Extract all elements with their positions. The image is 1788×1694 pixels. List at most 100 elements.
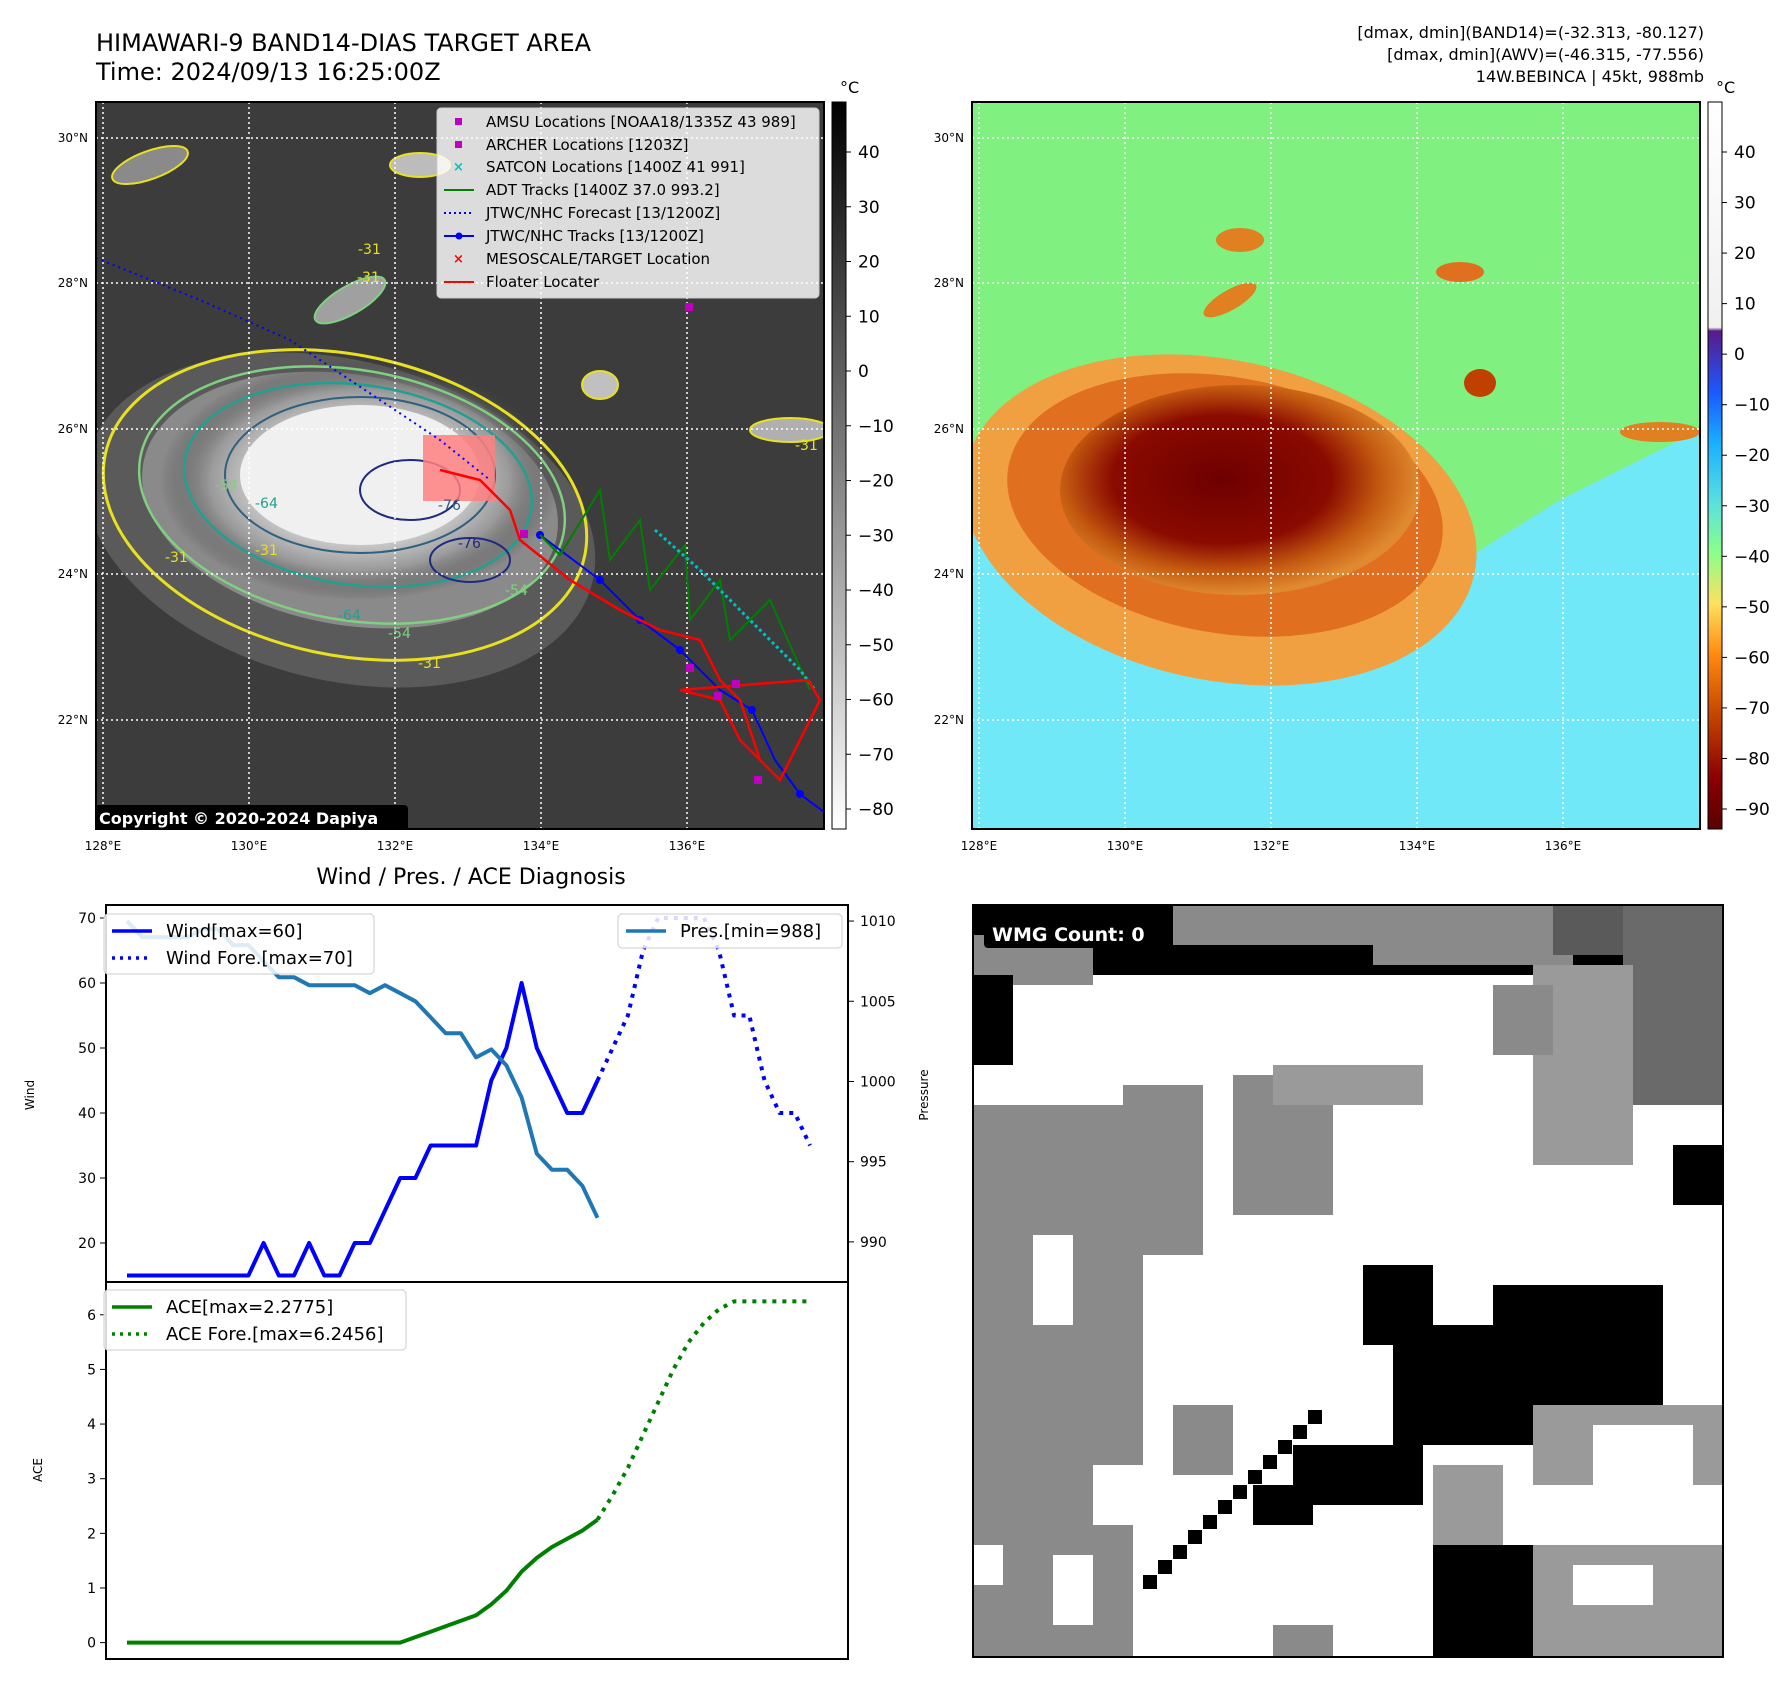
- jtwc-forecast-line: [96, 257, 491, 481]
- legend-label: ARCHER Locations [1203Z]: [486, 136, 689, 154]
- colorbar-tick-label: 0: [858, 362, 869, 382]
- y-tick-label: 60: [78, 976, 96, 992]
- wmg-block: [1173, 905, 1373, 945]
- lat-label: 24°N: [58, 567, 88, 581]
- colorbar-tick-label: 10: [1734, 295, 1756, 315]
- y-tick-label: 1010: [860, 914, 896, 930]
- lon-label: 132°E: [377, 839, 414, 853]
- colorbar-tick-label: −30: [1734, 497, 1770, 517]
- contour-label: -31: [795, 438, 818, 454]
- lat-label: 22°N: [934, 713, 964, 727]
- wmg-frame: [972, 904, 1724, 1658]
- awv-colorbar: °C 40 30 20 10 0 −10 −20 −30 −40 −50 −60 −70 −80 −90: [1707, 78, 1770, 830]
- legend-label: SATCON Locations [1400Z 41 991]: [486, 158, 745, 176]
- colorbar-tick-label: −70: [858, 745, 894, 765]
- legend-label: ADT Tracks [1400Z 37.0 993.2]: [486, 181, 720, 199]
- series-line: [127, 1518, 599, 1645]
- wmg-block: [1218, 1500, 1232, 1514]
- wmg-block: [1493, 1285, 1663, 1405]
- legend-label: ACE Fore.[max=6.2456]: [166, 1324, 384, 1345]
- y-tick-label: 4: [87, 1417, 96, 1433]
- colorbar-tick-label: −60: [858, 691, 894, 711]
- wmg-block: [1188, 1530, 1202, 1544]
- colorbar-tick-label: −90: [1734, 800, 1770, 820]
- colorbar-tick-label: 30: [858, 198, 880, 218]
- colorbar-tick-label: −40: [858, 581, 894, 601]
- y-tick-label: 6: [87, 1308, 96, 1324]
- colorbar-unit: °C: [1716, 78, 1735, 97]
- contour-label: -64: [338, 608, 361, 624]
- contour-label: -31: [357, 270, 380, 286]
- wmg-block: [1123, 1085, 1203, 1255]
- svg-text:×: ×: [453, 252, 464, 267]
- pressure-legend: Pres.[min=988]: [617, 913, 843, 949]
- contour-label: -31: [358, 242, 381, 258]
- lat-label: 28°N: [934, 276, 964, 290]
- legend-label: Wind[max=60]: [166, 921, 303, 942]
- storm-info: 14W.BEBINCA | 45kt, 988mb: [1476, 67, 1704, 86]
- contour-label: -64: [255, 496, 278, 512]
- figure-time: Time: 2024/09/13 16:25:00Z: [95, 58, 441, 86]
- y-tick-label: 1005: [860, 994, 896, 1010]
- wmg-block: [1093, 1465, 1153, 1525]
- map-legend: × × AMSU Locations [NOAA18/1335Z 43 989]…: [436, 107, 820, 299]
- svg-text:×: ×: [453, 160, 464, 175]
- wmg-block: [1433, 1545, 1533, 1657]
- lon-label: 130°E: [231, 839, 268, 853]
- y-tick-label: 20: [78, 1236, 96, 1252]
- cloud-east-2: [749, 417, 824, 443]
- wmg-block: [1233, 1485, 1247, 1499]
- wmg-panel: WMG Count: 0: [972, 904, 1724, 1658]
- y-tick-label: 995: [860, 1155, 887, 1171]
- figure-title: HIMAWARI-9 BAND14-DIAS TARGET AREA: [96, 29, 592, 57]
- awv-lat-labels: 30°N 28°N 26°N 24°N 22°N: [934, 131, 964, 727]
- y-tick-label: 50: [78, 1041, 96, 1057]
- awv-colorbar-ticks: 40 30 20 10 0 −10 −20 −30 −40 −50 −60 −70 −80 −90: [1722, 143, 1770, 820]
- lon-label: 136°E: [669, 839, 706, 853]
- lat-label: 30°N: [934, 131, 964, 145]
- lon-label: 136°E: [1545, 839, 1582, 853]
- lon-label: 128°E: [961, 839, 998, 853]
- legend-label: AMSU Locations [NOAA18/1335Z 43 989]: [486, 113, 796, 131]
- amsu-markers: [520, 303, 762, 784]
- awv-cloud-2: [1203, 282, 1257, 318]
- colorbar-tick-label: 20: [858, 253, 880, 273]
- wmg-block: [1053, 1555, 1093, 1625]
- wmg-label-box: [984, 918, 1162, 948]
- ir-lon-labels: 128°E 130°E 132°E 134°E 136°E: [85, 839, 706, 853]
- lat-label: 28°N: [58, 276, 88, 290]
- wmg-block: [1433, 1465, 1503, 1545]
- wmg-block: [1673, 1145, 1723, 1205]
- y-tick-label: 990: [860, 1235, 887, 1251]
- colorbar-tick-label: −50: [1734, 598, 1770, 618]
- ir-map-frame: [95, 101, 825, 830]
- diagnosis-title: Wind / Pres. / ACE Diagnosis: [316, 865, 625, 890]
- adt-track-line: [539, 487, 811, 691]
- y-tick-label: 2: [87, 1526, 96, 1542]
- lon-label: 134°E: [1399, 839, 1436, 853]
- lon-label: 132°E: [1253, 839, 1290, 853]
- legend-markers: × ×: [444, 118, 474, 283]
- legend-label: MESOSCALE/TARGET Location: [486, 250, 710, 268]
- cloud-north-3: [111, 145, 189, 185]
- awv-map-frame: [971, 101, 1701, 830]
- wmg-block: [1253, 1485, 1313, 1525]
- awv-storm-core: [1060, 385, 1420, 595]
- wmg-block: [1158, 1560, 1172, 1574]
- pressure-axis-label: Pressure: [917, 1069, 931, 1120]
- wmg-block: [1593, 1425, 1693, 1515]
- contour-label: -54: [505, 583, 528, 599]
- y-tick-label: 3: [87, 1472, 96, 1488]
- contour-teal: [182, 381, 534, 589]
- floater-track: [439, 468, 822, 783]
- stats-awv: [dmax, dmin](AWV)=(-46.315, -77.556): [1387, 45, 1704, 64]
- contour-label: -54: [388, 626, 411, 642]
- colorbar-unit: °C: [840, 78, 859, 97]
- ace-series: [127, 1299, 810, 1645]
- colorbar-tick-label: −50: [858, 636, 894, 656]
- copyright-box: [96, 805, 408, 829]
- series-line: [127, 981, 600, 1278]
- legend-label: Pres.[min=988]: [680, 921, 821, 942]
